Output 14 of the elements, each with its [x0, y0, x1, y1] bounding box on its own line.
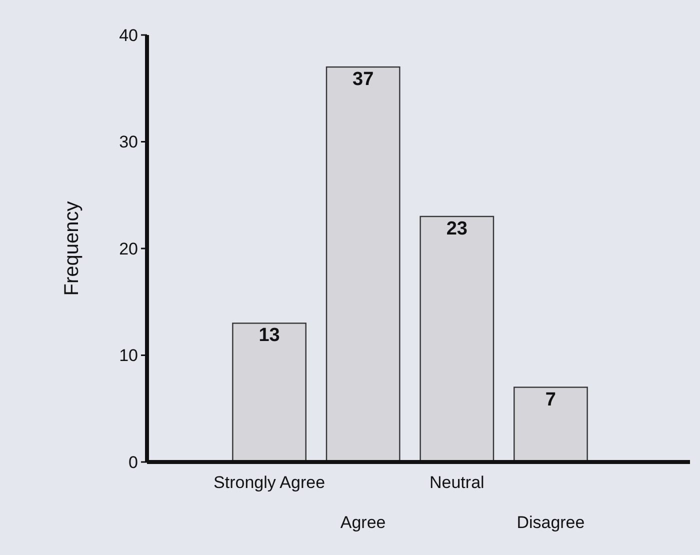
x-tick-label: Agree	[340, 513, 386, 532]
y-tick-label: 40	[119, 26, 138, 45]
y-axis-title: Frequency	[61, 201, 83, 296]
x-tick-label: Neutral	[430, 473, 484, 492]
y-tick-label: 10	[119, 346, 138, 366]
data-label: 23	[446, 218, 468, 240]
x-tick-label: Disagree	[516, 513, 585, 532]
data-label: 13	[258, 325, 280, 346]
data-label: 37	[352, 69, 374, 90]
y-tick-label: 30	[119, 132, 138, 152]
data-label: 7	[545, 389, 556, 410]
y-tick-label: 0	[128, 452, 138, 472]
y-tick-label: 20	[119, 239, 138, 258]
x-tick-label: Strongly Agree	[214, 473, 326, 492]
